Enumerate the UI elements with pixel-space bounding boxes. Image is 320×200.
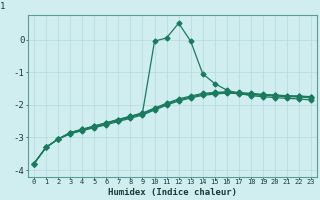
Text: 1: 1 — [0, 2, 5, 11]
X-axis label: Humidex (Indice chaleur): Humidex (Indice chaleur) — [108, 188, 237, 197]
